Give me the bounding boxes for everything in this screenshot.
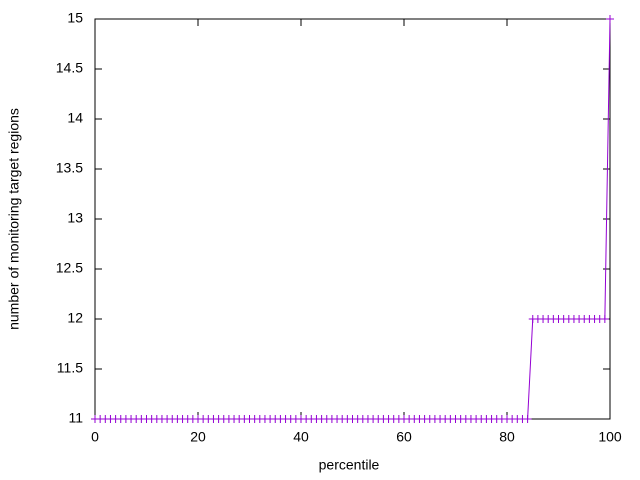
point — [606, 15, 614, 23]
x-tick-label: 60 — [396, 429, 412, 445]
plot-frame — [94, 18, 611, 420]
y-tick-label: 14 — [67, 110, 83, 126]
x-axis-label: percentile — [319, 457, 380, 473]
x-tick-label: 80 — [499, 429, 515, 445]
x-tick-label: 0 — [91, 429, 99, 445]
y-tick-label: 11 — [68, 410, 83, 426]
x-tick-label: 40 — [293, 429, 309, 445]
point — [600, 315, 609, 323]
y-axis-label: number of monitoring target regions — [6, 108, 22, 330]
series-line — [95, 18, 611, 420]
y-tick-label: 13.5 — [56, 160, 83, 176]
x-tick-label: 100 — [598, 429, 622, 445]
point — [523, 415, 532, 423]
y-tick-label: 14.5 — [56, 60, 83, 76]
y-tick-label: 13 — [67, 210, 83, 226]
y-tick-label: 15 — [67, 10, 83, 26]
y-tick-label: 11.5 — [57, 360, 83, 376]
y-tick-label: 12.5 — [56, 260, 83, 276]
x-tick-label: 20 — [190, 429, 206, 445]
y-tick-label: 12 — [67, 310, 83, 326]
